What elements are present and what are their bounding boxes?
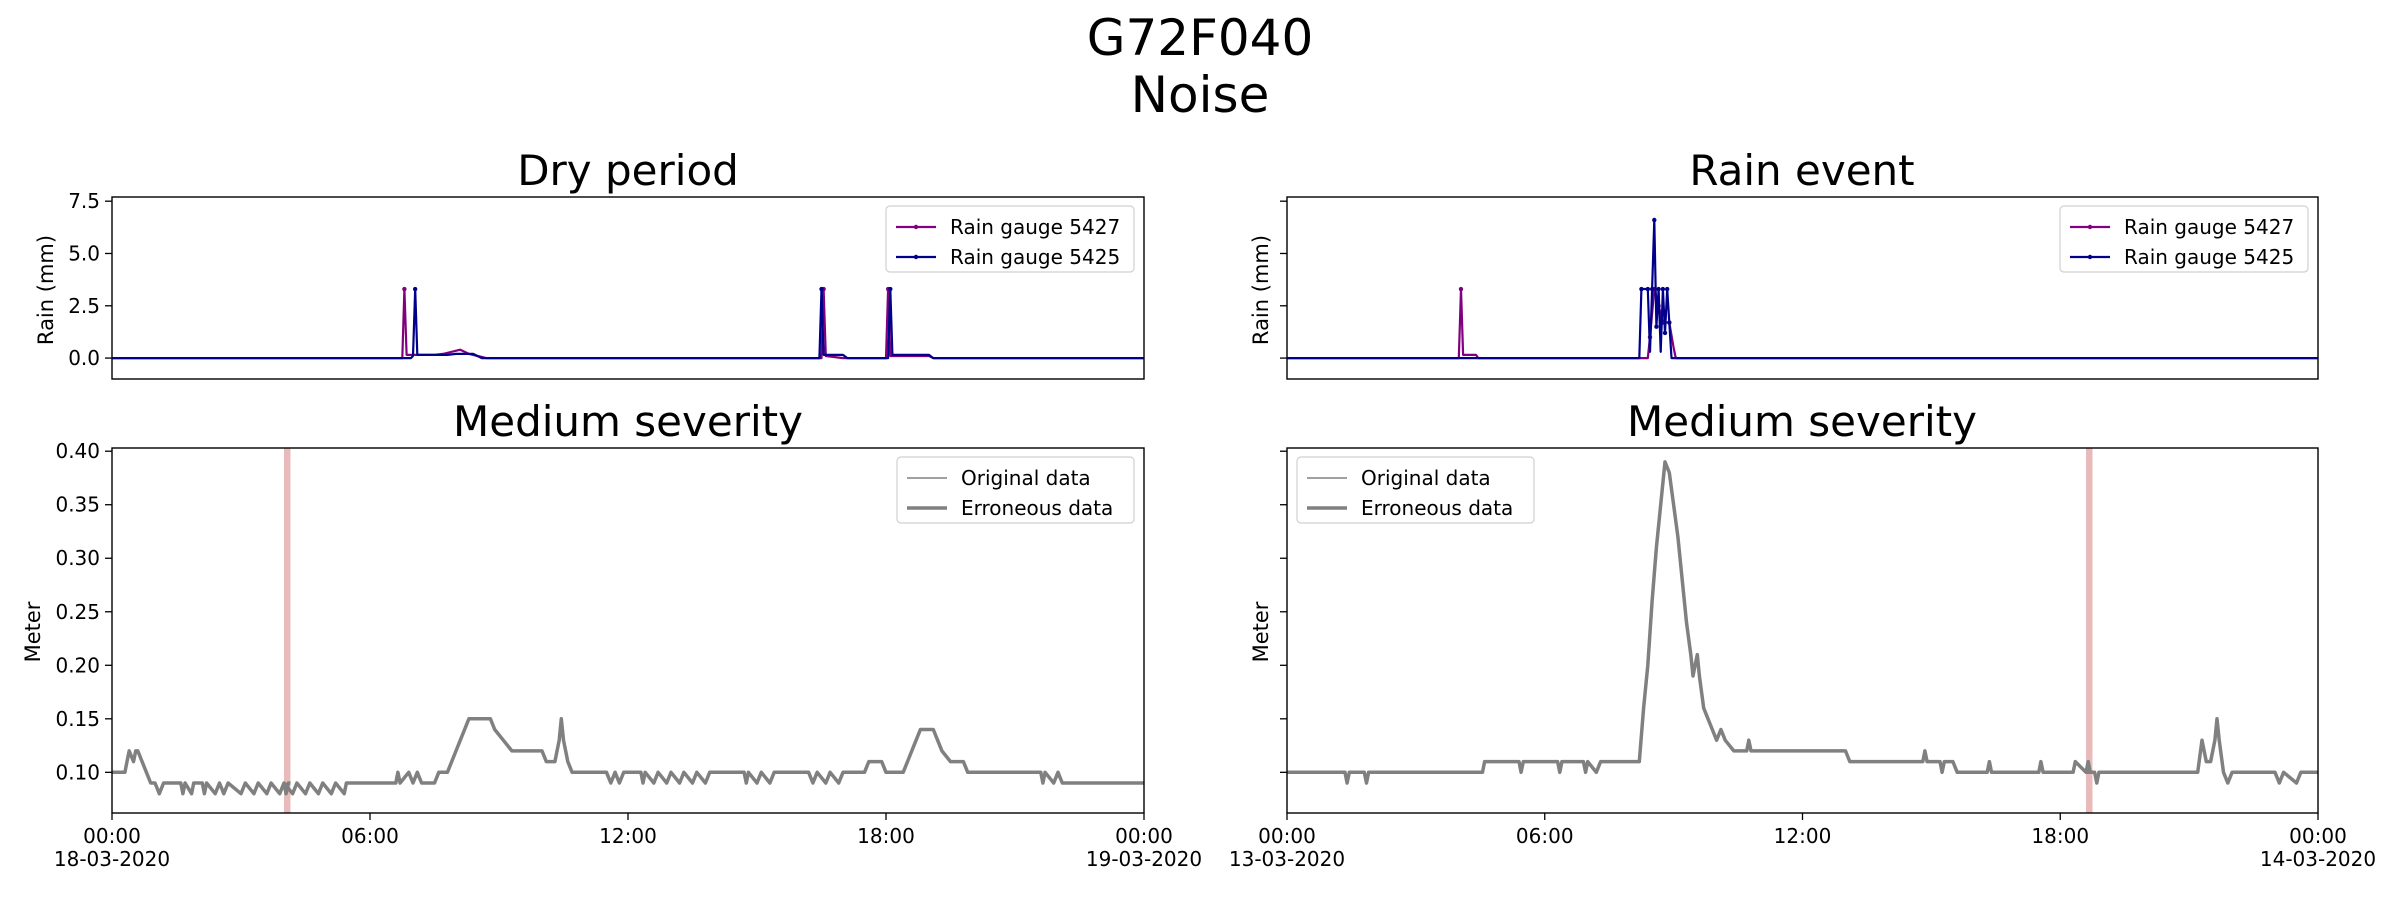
rain-event-title: Rain event <box>1689 146 1914 195</box>
plot-frame <box>111 196 1145 380</box>
data-point-marker <box>1458 286 1464 292</box>
x-tick-date-label: 14-03-2020 <box>2260 847 2376 871</box>
x-tick-label: 12:00 <box>599 824 657 848</box>
series-line-rain-gauge-5427 <box>112 287 1144 360</box>
x-tick-label: 00:00 <box>2289 824 2347 848</box>
y-tick-label: 0.40 <box>55 439 100 463</box>
data-point-marker <box>1656 286 1661 292</box>
x-tick-label: 00:00 <box>83 824 141 848</box>
level-dry-panel: Medium severity Meter 0.40 0.35 0.30 0.25 0.… <box>21 397 1202 871</box>
x-tick-label: 06:00 <box>341 824 399 848</box>
x-tick-label: 18:00 <box>2031 824 2089 848</box>
legend-label: Original data <box>961 466 1091 490</box>
rain-dry-title: Dry period <box>517 146 739 195</box>
x-tick-label: 00:00 <box>1115 824 1173 848</box>
legend-label: Erroneous data <box>1361 496 1513 520</box>
plot-frame <box>1286 196 2319 380</box>
plot-frame <box>111 447 1145 814</box>
series-line-erroneous-data <box>282 781 291 796</box>
data-point-marker <box>1662 330 1668 336</box>
level-event-panel: Medium severity Meter 00:0013-03-202006:… <box>1229 397 2376 871</box>
legend-label: Rain gauge 5425 <box>950 245 1120 269</box>
legend-marker <box>913 254 919 260</box>
x-tick-date-label: 19-03-2020 <box>1086 847 1202 871</box>
plot-frame <box>1286 447 2319 814</box>
error-highlight-band <box>284 448 291 813</box>
series-line-erroneous-data <box>2084 759 2093 775</box>
legend-marker <box>913 224 919 230</box>
data-point-marker <box>819 286 824 292</box>
figure-title-line1: G72F040 <box>1087 9 1314 67</box>
legend-box <box>896 456 1135 524</box>
level-dry-ylabel: Meter <box>21 601 45 662</box>
level-event-title: Medium severity <box>1627 397 1977 446</box>
rain-dry-ylabel: Rain (mm) <box>34 235 58 345</box>
rain-event-panel: Rain event Rain (mm) Rain gauge 5427 Rain… <box>1249 146 2319 380</box>
data-point-marker <box>1645 286 1651 292</box>
y-tick-label: 0.25 <box>55 600 100 624</box>
y-tick-label: 0.30 <box>55 546 100 570</box>
series-line-rain-gauge-5427 <box>1287 287 2318 360</box>
series-line-rain-gauge-5425 <box>1287 218 2318 360</box>
legend-label: Rain gauge 5427 <box>2124 215 2294 239</box>
rain-dry-panel: Dry period Rain (mm) 7.5 5.0 2.5 0.0 Rain ga… <box>34 146 1145 380</box>
x-tick-date-label: 18-03-2020 <box>54 847 170 871</box>
data-point-marker <box>1639 286 1644 292</box>
data-point-marker <box>888 286 893 292</box>
series-line-original-data <box>1287 460 2318 785</box>
legend-box <box>2059 205 2309 273</box>
error-highlight-band <box>2086 448 2093 813</box>
series-line-rain-gauge-5425 <box>112 287 1144 360</box>
y-tick-label: 5.0 <box>68 241 100 265</box>
legend-label: Erroneous data <box>961 496 1113 520</box>
data-point-marker <box>1654 324 1659 329</box>
data-point-marker <box>1667 320 1672 325</box>
legend-label: Rain gauge 5427 <box>950 215 1120 239</box>
data-point-marker <box>1652 217 1657 223</box>
data-point-marker <box>402 286 407 292</box>
x-tick-label: 12:00 <box>1774 824 1832 848</box>
legend-label: Rain gauge 5425 <box>2124 245 2294 269</box>
y-tick-label: 0.10 <box>55 760 100 784</box>
figure-title-line2: Noise <box>1131 66 1270 124</box>
y-tick-label: 0.20 <box>55 653 100 677</box>
y-tick-label: 0.0 <box>68 346 100 370</box>
legend-label: Original data <box>1361 466 1491 490</box>
level-event-ylabel: Meter <box>1249 601 1273 662</box>
rain-event-ylabel: Rain (mm) <box>1249 235 1273 345</box>
x-tick-label: 00:00 <box>1258 824 1316 848</box>
legend-marker <box>2087 254 2093 260</box>
x-tick-label: 06:00 <box>1516 824 1574 848</box>
x-tick-date-label: 13-03-2020 <box>1229 847 1345 871</box>
data-point-marker <box>1664 286 1670 292</box>
y-tick-label: 0.35 <box>55 493 100 517</box>
data-point-marker <box>1660 286 1666 292</box>
x-tick-label: 18:00 <box>857 824 915 848</box>
legend-marker <box>2087 224 2093 230</box>
data-point-marker <box>412 286 418 292</box>
y-tick-label: 7.5 <box>68 189 100 213</box>
data-point-marker <box>1649 286 1655 292</box>
legend-box <box>885 205 1135 273</box>
legend-box <box>1296 456 1535 524</box>
y-tick-label: 0.15 <box>55 707 100 731</box>
y-tick-label: 2.5 <box>68 294 100 318</box>
level-dry-title: Medium severity <box>453 397 803 446</box>
series-line-original-data <box>112 717 1144 796</box>
